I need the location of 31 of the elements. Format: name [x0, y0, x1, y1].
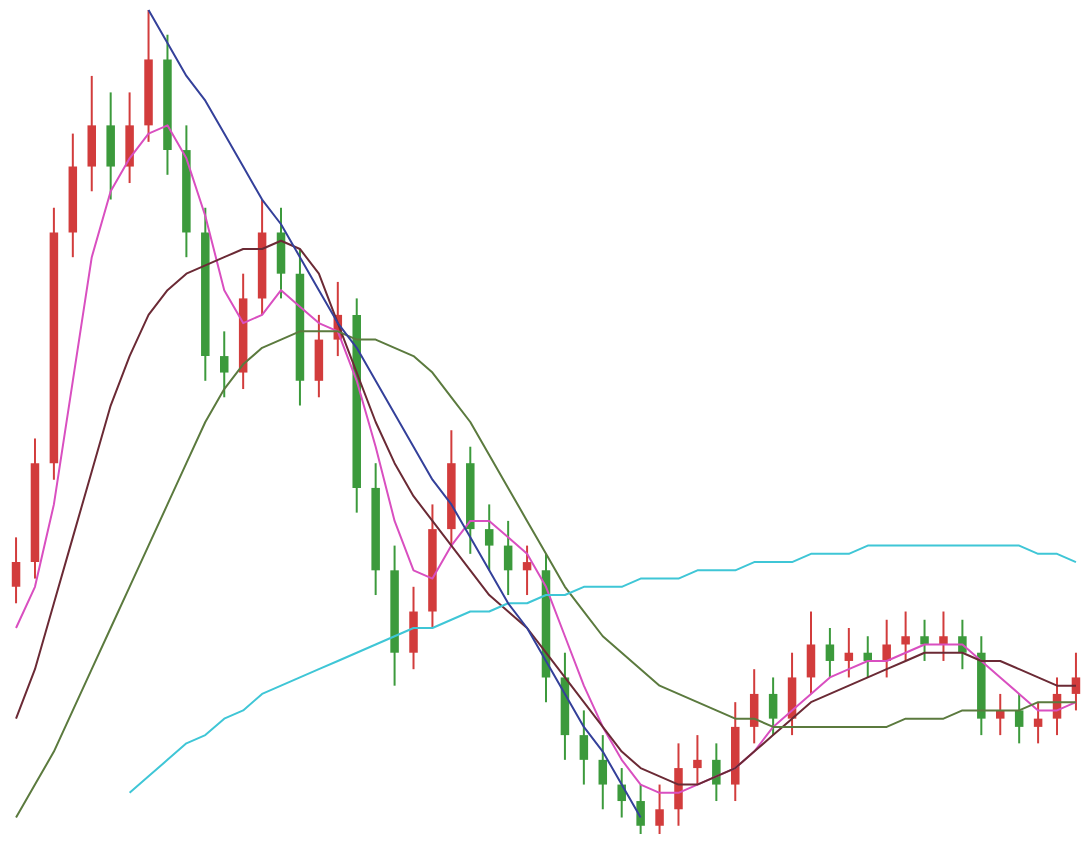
candlestick: [674, 742, 683, 827]
candlestick: [825, 627, 835, 679]
candlestick: [655, 783, 664, 835]
candlestick: [636, 783, 645, 835]
candlestick: [1014, 692, 1024, 745]
candlestick: [1033, 701, 1043, 745]
candlestick: [712, 742, 721, 803]
candlestick: [125, 91, 134, 185]
candlestick: [409, 585, 418, 671]
candlestick: [11, 536, 21, 605]
candlestick: [503, 519, 513, 597]
candlestick: [87, 74, 97, 193]
candlestick: [617, 767, 626, 819]
candlestick: [579, 709, 589, 786]
candlestick: [882, 618, 891, 679]
candlestick: [920, 618, 929, 662]
candlestick: [106, 91, 115, 201]
candlestick: [844, 627, 854, 679]
candlestick: [522, 544, 532, 597]
candlestick: [314, 313, 324, 399]
candlestick: [939, 610, 948, 662]
candlestick: [1071, 651, 1081, 712]
candlestick: [901, 610, 910, 662]
candlestick: [598, 734, 608, 811]
candlestick: [806, 610, 816, 695]
candlestick: [484, 503, 494, 572]
candlestick: [276, 206, 286, 300]
candlestick: [995, 692, 1005, 737]
candlestick: [693, 734, 702, 786]
candlestick: [768, 676, 778, 737]
candlestick: [219, 330, 229, 399]
